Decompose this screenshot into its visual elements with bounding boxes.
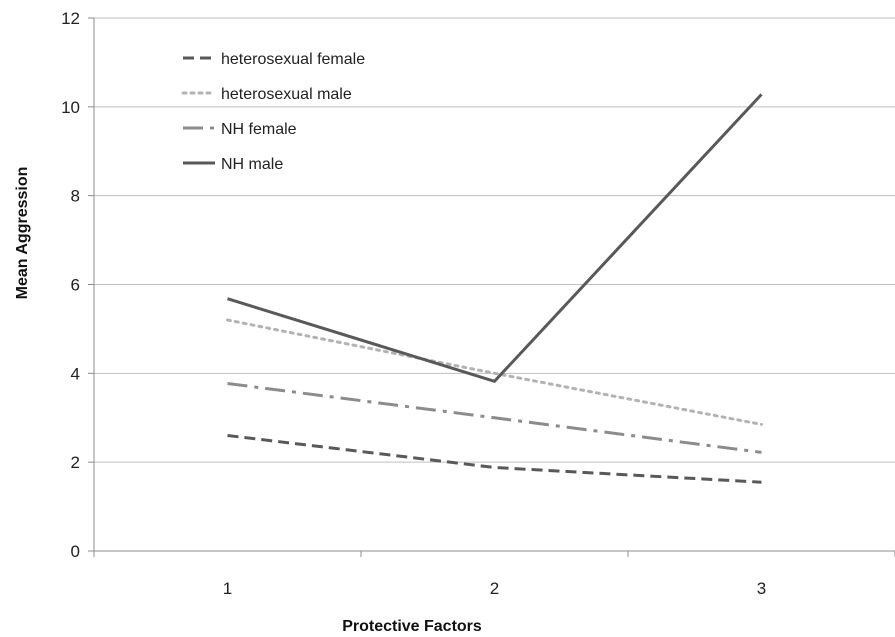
- series-line-heterosexual-male: [226, 318, 763, 426]
- legend-label: heterosexual male: [221, 86, 352, 103]
- y-tick-label: 0: [71, 542, 80, 561]
- x-tick-label: 1: [223, 579, 232, 598]
- legend: heterosexual female heterosexual male NH f…: [181, 51, 365, 173]
- x-axis-title: Protective Factors: [342, 618, 482, 635]
- y-tick-label: 2: [71, 453, 80, 472]
- x-tick-label: 2: [490, 579, 499, 598]
- axes: [88, 17, 895, 557]
- gridlines: [94, 17, 895, 463]
- legend-label: NH female: [221, 121, 297, 138]
- legend-label: NH male: [221, 156, 283, 173]
- y-tick-label: 6: [71, 276, 80, 295]
- y-axis-title: Mean Aggression: [14, 167, 31, 300]
- x-tick-label: 3: [757, 579, 766, 598]
- series-lines: [226, 93, 763, 484]
- series-line-nh-female: [227, 382, 762, 454]
- series-line-heterosexual-female: [227, 434, 762, 484]
- series-line-nh-male: [227, 93, 763, 383]
- y-tick-label: 4: [71, 364, 80, 383]
- y-tick-label: 10: [61, 98, 80, 117]
- legend-label: heterosexual female: [221, 51, 365, 68]
- y-tick-label: 12: [61, 9, 80, 28]
- y-tick-label: 8: [71, 187, 80, 206]
